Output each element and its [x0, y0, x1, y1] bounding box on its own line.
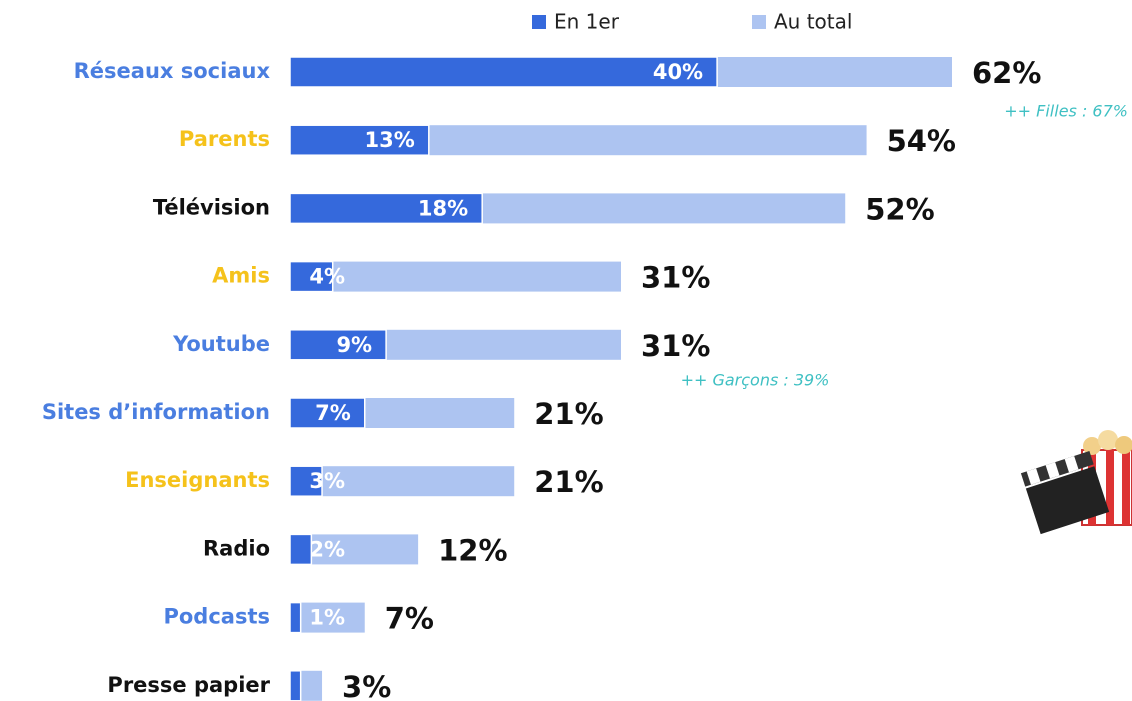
value-label-first: 1% [309, 606, 345, 630]
legend-swatch [752, 15, 766, 29]
legend-swatch [532, 15, 546, 29]
category-label: Podcasts [163, 605, 270, 629]
value-label-total: 12% [438, 533, 507, 567]
popcorn-icon [1020, 430, 1132, 535]
value-label-total: 52% [865, 192, 934, 226]
bar-first [289, 533, 313, 566]
value-label-total: 54% [887, 124, 956, 158]
bar-total [290, 261, 621, 292]
value-label-first: 7% [315, 401, 351, 425]
bar-first [289, 601, 302, 634]
legend-label: Au total [774, 10, 852, 34]
value-label-first: 9% [336, 333, 372, 357]
category-label: Sites d’information [42, 400, 270, 424]
bar-total [290, 602, 365, 633]
value-label-total: 3% [342, 670, 391, 701]
annotation: ++ Filles : 67% [1004, 102, 1128, 121]
bar-first [289, 192, 483, 225]
value-label-total: 7% [385, 602, 434, 636]
bar-first [289, 397, 366, 429]
category-label: Amis [212, 264, 270, 288]
category-label: Parents [179, 127, 270, 151]
value-label-first: 18% [418, 196, 468, 220]
bar-first [289, 124, 430, 156]
category-label: Enseignants [125, 468, 270, 492]
category-label: Presse papier [107, 673, 270, 697]
legend-label: En 1er [554, 10, 620, 34]
annotation: ++ Garçons : 39% [681, 371, 830, 390]
bar-first [289, 56, 718, 88]
value-label-total: 31% [641, 261, 710, 295]
value-label-first: 40% [653, 60, 703, 84]
value-label-total: 31% [641, 329, 710, 363]
bar-first [289, 670, 302, 701]
value-label-total: 21% [534, 397, 603, 431]
value-label-first: 13% [365, 128, 415, 152]
bar-first [289, 465, 323, 497]
category-label: Télévision [153, 195, 270, 219]
value-label-first: 3% [309, 469, 345, 493]
bar-first [289, 329, 387, 361]
category-label: Radio [203, 536, 270, 560]
category-label: Youtube [172, 332, 270, 356]
value-label-first: 2% [309, 537, 345, 561]
value-label-total: 21% [534, 465, 603, 499]
bar-total [290, 466, 515, 497]
value-label-total: 62% [972, 56, 1041, 90]
bar-first [289, 260, 334, 293]
value-label-first: 4% [309, 265, 345, 289]
category-label: Réseaux sociaux [74, 59, 271, 83]
